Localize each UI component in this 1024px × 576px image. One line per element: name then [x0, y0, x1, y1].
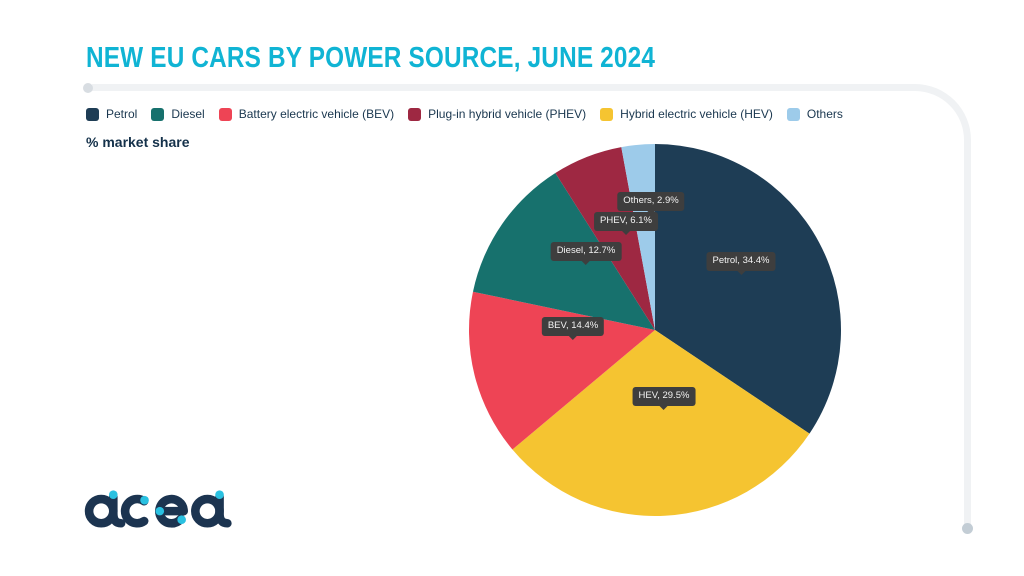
- pie-slice-petrol[interactable]: [655, 144, 841, 434]
- legend-label: Hybrid electric vehicle (HEV): [620, 107, 773, 121]
- pie-callout-phev: PHEV, 6.1%: [594, 212, 658, 231]
- legend-swatch-diesel: [151, 107, 165, 121]
- legend-item-hybrid-electric-vehicle-hev[interactable]: Hybrid electric vehicle (HEV): [600, 107, 773, 121]
- axis-label: % market share: [86, 134, 190, 150]
- pie-chart-svg: [468, 144, 841, 517]
- legend-item-diesel[interactable]: Diesel: [151, 107, 205, 121]
- legend-swatch-hybrid-electric-vehicle-hev: [600, 107, 614, 121]
- legend-label: Battery electric vehicle (BEV): [238, 107, 395, 121]
- legend-item-battery-electric-vehicle-bev[interactable]: Battery electric vehicle (BEV): [218, 107, 395, 121]
- pie-callout-others: Others, 2.9%: [617, 192, 685, 211]
- page-title: NEW EU CARS BY POWER SOURCE, JUNE 2024: [86, 42, 656, 74]
- pie-callout-petrol: Petrol, 34.4%: [706, 252, 776, 271]
- legend-label: Others: [806, 107, 843, 121]
- pie-callout-hev: HEV, 29.5%: [632, 387, 696, 406]
- legend-swatch-plug-in-hybrid-vehicle-phev: [408, 107, 422, 121]
- pie-callout-bev: BEV, 14.4%: [541, 317, 605, 336]
- logo-dots: [109, 490, 224, 525]
- frame-start-dot: [83, 83, 93, 93]
- legend-swatch-petrol: [86, 107, 99, 121]
- pie-slice-hev[interactable]: [512, 330, 810, 517]
- acea-logo: acea: [84, 483, 234, 533]
- legend-label: Petrol: [106, 107, 138, 121]
- pie-chart: [455, 130, 855, 530]
- legend-item-others[interactable]: Others: [786, 107, 843, 121]
- pie-slice-bev[interactable]: [468, 291, 655, 450]
- pie-slice-phev[interactable]: [555, 147, 655, 330]
- legend-swatch-battery-electric-vehicle-bev: [218, 107, 232, 121]
- legend-label: Diesel: [171, 107, 205, 121]
- chart-legend: Petrol Diesel Battery electric vehicle (BE…: [86, 107, 843, 121]
- acea-logo-icon: [84, 490, 232, 528]
- frame-end-dot: [962, 523, 973, 534]
- legend-swatch-others: [786, 107, 800, 121]
- legend-item-petrol[interactable]: Petrol: [86, 107, 137, 121]
- pie-callout-diesel: Diesel, 12.7%: [550, 242, 622, 261]
- legend-label: Plug-in hybrid vehicle (PHEV): [428, 107, 587, 121]
- legend-item-plug-in-hybrid-vehicle-phev[interactable]: Plug-in hybrid vehicle (PHEV): [408, 107, 586, 121]
- pie-slice-others[interactable]: [621, 144, 655, 330]
